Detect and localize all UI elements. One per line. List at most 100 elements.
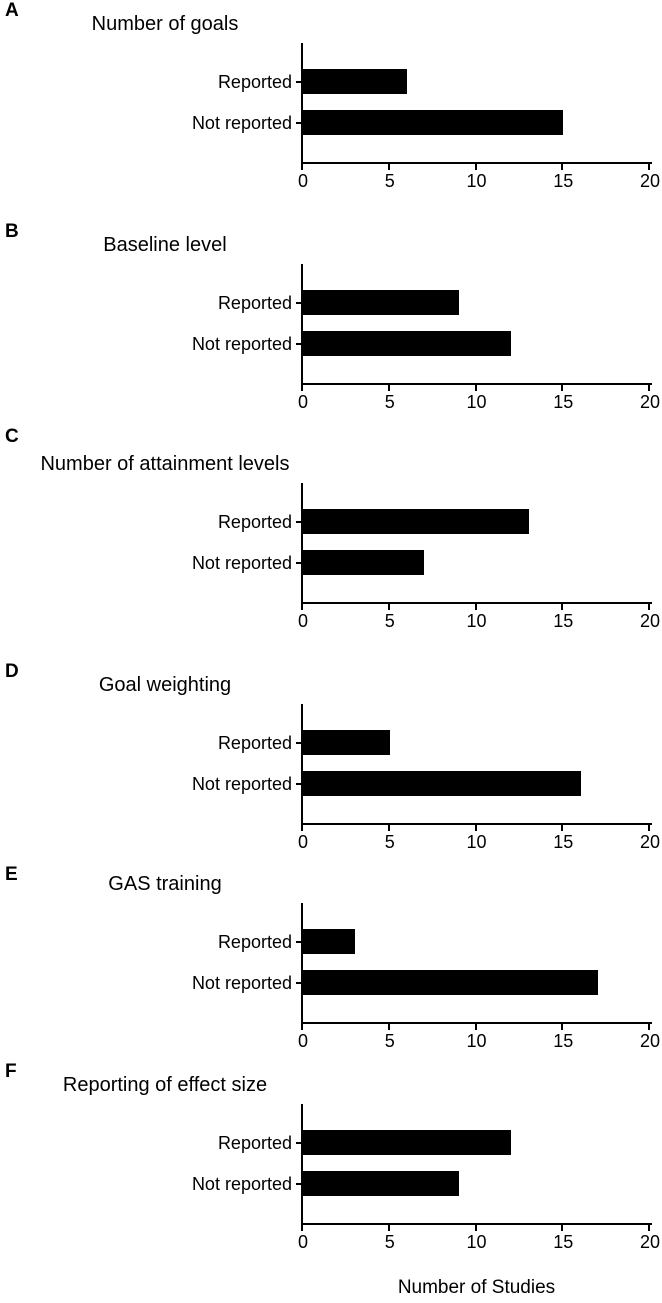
x-tick-5 xyxy=(387,385,390,391)
chart-title-d: Goal weighting xyxy=(98,674,232,696)
y-axis-line xyxy=(301,264,303,385)
x-tick-label-5: 5 xyxy=(384,832,395,852)
plot-area-c: Reported Not reported 0 5 10 15 20 xyxy=(192,483,660,631)
x-tick-label-5: 5 xyxy=(384,392,395,412)
x-tick-10 xyxy=(474,385,477,391)
x-tick-15 xyxy=(561,1225,564,1231)
x-tick-20 xyxy=(648,1225,650,1231)
bar-not-reported xyxy=(303,331,512,356)
y-tick-reported xyxy=(296,80,303,83)
x-tick-label-10: 10 xyxy=(466,611,487,631)
chart-title-f: Reporting of effect size xyxy=(62,1074,268,1096)
x-tick-label-20: 20 xyxy=(639,1031,661,1051)
x-tick-5 xyxy=(387,1024,390,1030)
x-axis-line xyxy=(301,383,652,385)
x-tick-label-10: 10 xyxy=(466,1232,487,1252)
panel-letter-c: C xyxy=(5,426,19,447)
x-tick-20 xyxy=(648,164,650,170)
category-label-reported: Reported xyxy=(217,1132,292,1153)
chart-title-c: Number of attainment levels xyxy=(40,453,290,475)
category-label-reported: Reported xyxy=(217,511,292,532)
category-label-reported: Reported xyxy=(217,931,292,952)
y-axis-line xyxy=(301,903,303,1024)
panel-d: D Goal weighting Reported Not reported 0 5 1… xyxy=(0,661,662,861)
x-tick-0 xyxy=(301,1024,303,1030)
bar-reported xyxy=(303,69,408,94)
y-tick-not-reported xyxy=(296,121,303,124)
panel-letter-e: E xyxy=(5,864,18,885)
category-label-not-reported: Not reported xyxy=(191,972,292,993)
bar-not-reported xyxy=(303,550,425,575)
panel-f: F Reporting of effect size Reported Not r… xyxy=(0,1061,662,1261)
x-axis-line xyxy=(301,823,652,825)
panel-letter-d: D xyxy=(5,661,19,682)
y-tick-not-reported xyxy=(296,561,303,564)
x-tick-label-5: 5 xyxy=(384,1232,395,1252)
x-tick-label-15: 15 xyxy=(553,611,574,631)
x-tick-label-10: 10 xyxy=(466,1031,487,1051)
bar-reported xyxy=(303,1130,512,1155)
y-tick-not-reported xyxy=(296,342,303,345)
x-tick-0 xyxy=(301,604,303,610)
x-tick-10 xyxy=(474,1225,477,1231)
x-tick-15 xyxy=(561,1024,564,1030)
bar-reported xyxy=(303,290,460,315)
panel-e: E GAS training Reported Not reported 0 5 10 1… xyxy=(0,860,662,1060)
x-tick-0 xyxy=(301,385,303,391)
x-tick-label-0: 0 xyxy=(297,392,308,412)
x-tick-20 xyxy=(648,1024,650,1030)
x-tick-10 xyxy=(474,164,477,170)
bar-not-reported xyxy=(303,110,564,135)
x-tick-15 xyxy=(561,164,564,170)
panel-a: A Number of goals Reported Not reported 0 5… xyxy=(0,0,662,200)
panel-letter-a: A xyxy=(5,0,19,21)
x-tick-label-20: 20 xyxy=(639,392,661,412)
panel-b: B Baseline level Reported Not reported 0 5 1… xyxy=(0,221,662,421)
x-tick-5 xyxy=(387,825,390,831)
y-tick-reported xyxy=(296,301,303,304)
x-tick-label-15: 15 xyxy=(553,1031,574,1051)
x-tick-5 xyxy=(387,1225,390,1231)
x-tick-label-20: 20 xyxy=(639,832,661,852)
plot-area-e: Reported Not reported 0 5 10 15 20 xyxy=(192,903,660,1051)
x-tick-label-10: 10 xyxy=(466,171,487,191)
x-tick-label-0: 0 xyxy=(297,1232,308,1252)
y-tick-reported xyxy=(296,520,303,523)
x-tick-0 xyxy=(301,1225,303,1231)
x-tick-label-5: 5 xyxy=(384,1031,395,1051)
category-label-not-reported: Not reported xyxy=(191,1173,292,1194)
x-tick-20 xyxy=(648,825,650,831)
x-tick-5 xyxy=(387,604,390,610)
bar-reported xyxy=(303,730,390,755)
x-axis-line xyxy=(301,602,652,604)
x-axis-line xyxy=(301,162,652,164)
x-tick-label-0: 0 xyxy=(297,171,308,191)
x-tick-10 xyxy=(474,604,477,610)
x-tick-label-20: 20 xyxy=(639,171,661,191)
panel-letter-f: F xyxy=(5,1061,17,1082)
x-tick-label-15: 15 xyxy=(553,171,574,191)
y-tick-not-reported xyxy=(296,782,303,785)
y-axis-line xyxy=(301,1104,303,1225)
bar-not-reported xyxy=(303,1171,460,1196)
x-tick-10 xyxy=(474,1024,477,1030)
category-label-reported: Reported xyxy=(217,732,292,753)
y-tick-reported xyxy=(296,1141,303,1144)
category-label-reported: Reported xyxy=(217,71,292,92)
x-tick-0 xyxy=(301,164,303,170)
y-axis-line xyxy=(301,43,303,164)
category-label-not-reported: Not reported xyxy=(191,773,292,794)
bar-reported xyxy=(303,509,529,534)
x-tick-label-20: 20 xyxy=(639,1232,661,1252)
y-tick-reported xyxy=(296,741,303,744)
x-tick-label-20: 20 xyxy=(639,611,661,631)
category-label-not-reported: Not reported xyxy=(191,552,292,573)
category-label-not-reported: Not reported xyxy=(191,333,292,354)
x-tick-label-15: 15 xyxy=(553,832,574,852)
bar-not-reported xyxy=(303,970,598,995)
x-tick-15 xyxy=(561,825,564,831)
x-tick-label-10: 10 xyxy=(466,832,487,852)
bar-reported xyxy=(303,929,356,954)
plot-area-f: Reported Not reported 0 5 10 15 20 xyxy=(192,1104,660,1252)
